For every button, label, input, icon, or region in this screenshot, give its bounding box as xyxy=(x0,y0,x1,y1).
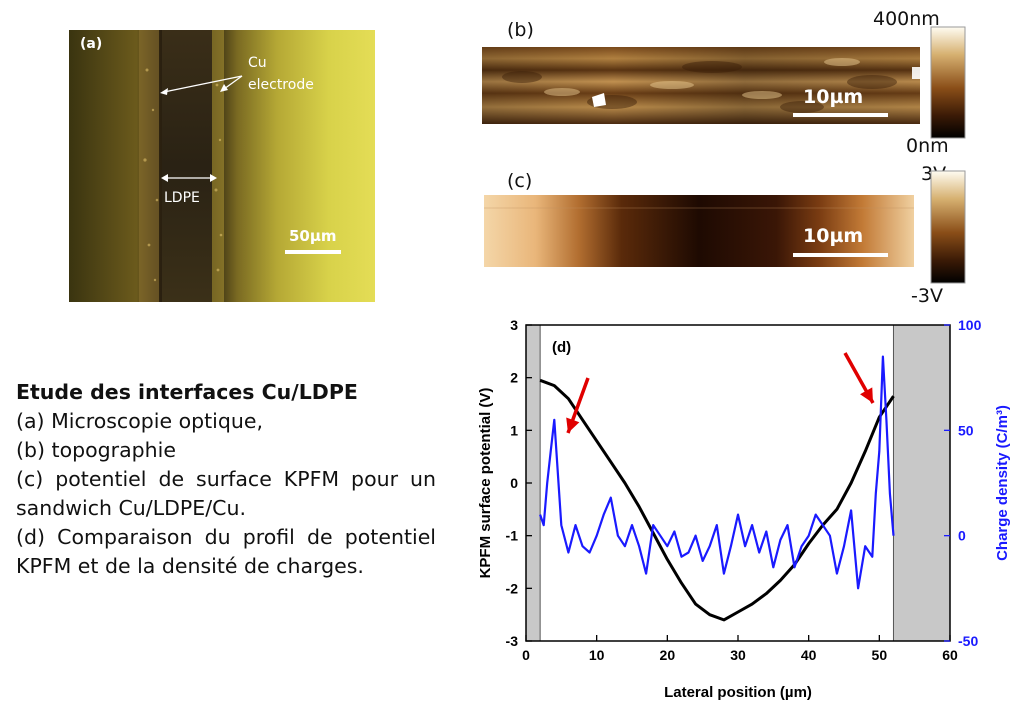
caption-line-d: (d) Comparaison du profil de potentiel K… xyxy=(16,525,436,578)
caption-title: Etude des interfaces Cu/LDPE xyxy=(16,380,358,404)
x-tick-label: 20 xyxy=(660,647,676,663)
panel-a-scalebar-label: 50µm xyxy=(289,227,337,245)
caption-line-c: (c) potentiel de surface KPFM pour un sa… xyxy=(16,467,436,520)
chart-series-lines xyxy=(539,355,895,622)
electrode-label-line2: electrode xyxy=(248,77,314,93)
figure-caption: Etude des interfaces Cu/LDPE (a) Microsc… xyxy=(16,378,436,581)
chart-annotation-arrows xyxy=(566,352,875,434)
electrode-label-line1: Cu xyxy=(248,55,267,71)
y2-tick-label: 0 xyxy=(958,528,966,544)
panel-b-scalebar-label: 10µm xyxy=(803,86,864,108)
shaded-region-1 xyxy=(893,325,950,641)
chart-plot-frame xyxy=(525,324,951,642)
charge-density-series-line xyxy=(539,355,895,590)
y2-tick-label: -50 xyxy=(958,633,978,649)
colorbar-c-min: -3V xyxy=(911,285,943,307)
colorbar-b xyxy=(930,26,966,139)
y2-tick-label: 50 xyxy=(958,422,974,438)
panel-c-scalebar-label: 10µm xyxy=(803,225,864,247)
x-tick-label: 10 xyxy=(589,647,605,663)
panel-c-scalebar xyxy=(793,253,888,257)
x-tick-label: 0 xyxy=(522,647,530,663)
chart-ticks: 0 10 20 30 40 50 60 -3 -2 -1 0 1 2 3 -50 0 50 100 xyxy=(506,317,982,663)
right-red-arrow-head xyxy=(860,387,873,403)
y-tick-label: -3 xyxy=(506,633,519,649)
colorbar-b-max: 400nm xyxy=(873,8,940,30)
panel-b-label: (b) xyxy=(507,19,534,41)
caption-line-b: (b) topographie xyxy=(16,438,176,462)
caption-line-a: (a) Microscopie optique, xyxy=(16,409,264,433)
y-tick-label: 3 xyxy=(510,317,518,333)
topography-image xyxy=(482,47,920,124)
panel-b-scalebar xyxy=(793,113,888,117)
shaded-region-0 xyxy=(526,325,541,641)
colorbar-c xyxy=(930,170,966,284)
chart-y-axis-label: KPFM surface potential (V) xyxy=(477,388,494,579)
panel-a-scalebar xyxy=(285,250,341,254)
colorbar-b-min: 0nm xyxy=(906,135,949,157)
y-tick-label: -1 xyxy=(506,528,519,544)
y-tick-label: 2 xyxy=(510,370,518,386)
y-tick-label: -2 xyxy=(506,580,519,596)
panel-c-label: (c) xyxy=(507,170,533,192)
y2-tick-label: 100 xyxy=(958,317,982,333)
electrode-arrows xyxy=(160,75,243,95)
x-tick-label: 60 xyxy=(942,647,958,663)
y-tick-label: 1 xyxy=(510,422,518,438)
potential-series-line xyxy=(539,378,895,622)
chart-panel-label: (d) xyxy=(552,339,571,356)
left-red-arrow xyxy=(566,377,590,434)
optical-micrograph-panel xyxy=(69,30,375,302)
panel-a-label: (a) xyxy=(80,36,103,52)
chart-y2-axis-label: Charge density (C/m³) xyxy=(994,405,1011,561)
left-red-arrow-head xyxy=(566,417,580,433)
x-tick-label: 50 xyxy=(872,647,888,663)
y-tick-label: 0 xyxy=(510,475,518,491)
right-red-arrow xyxy=(843,352,875,404)
ldpe-label: LDPE xyxy=(164,190,200,206)
chart-shaded-regions xyxy=(526,325,950,641)
chart-x-axis-label: Lateral position (µm) xyxy=(664,684,812,701)
x-tick-label: 30 xyxy=(730,647,746,663)
ldpe-width-arrow xyxy=(161,174,217,182)
x-tick-label: 40 xyxy=(801,647,817,663)
